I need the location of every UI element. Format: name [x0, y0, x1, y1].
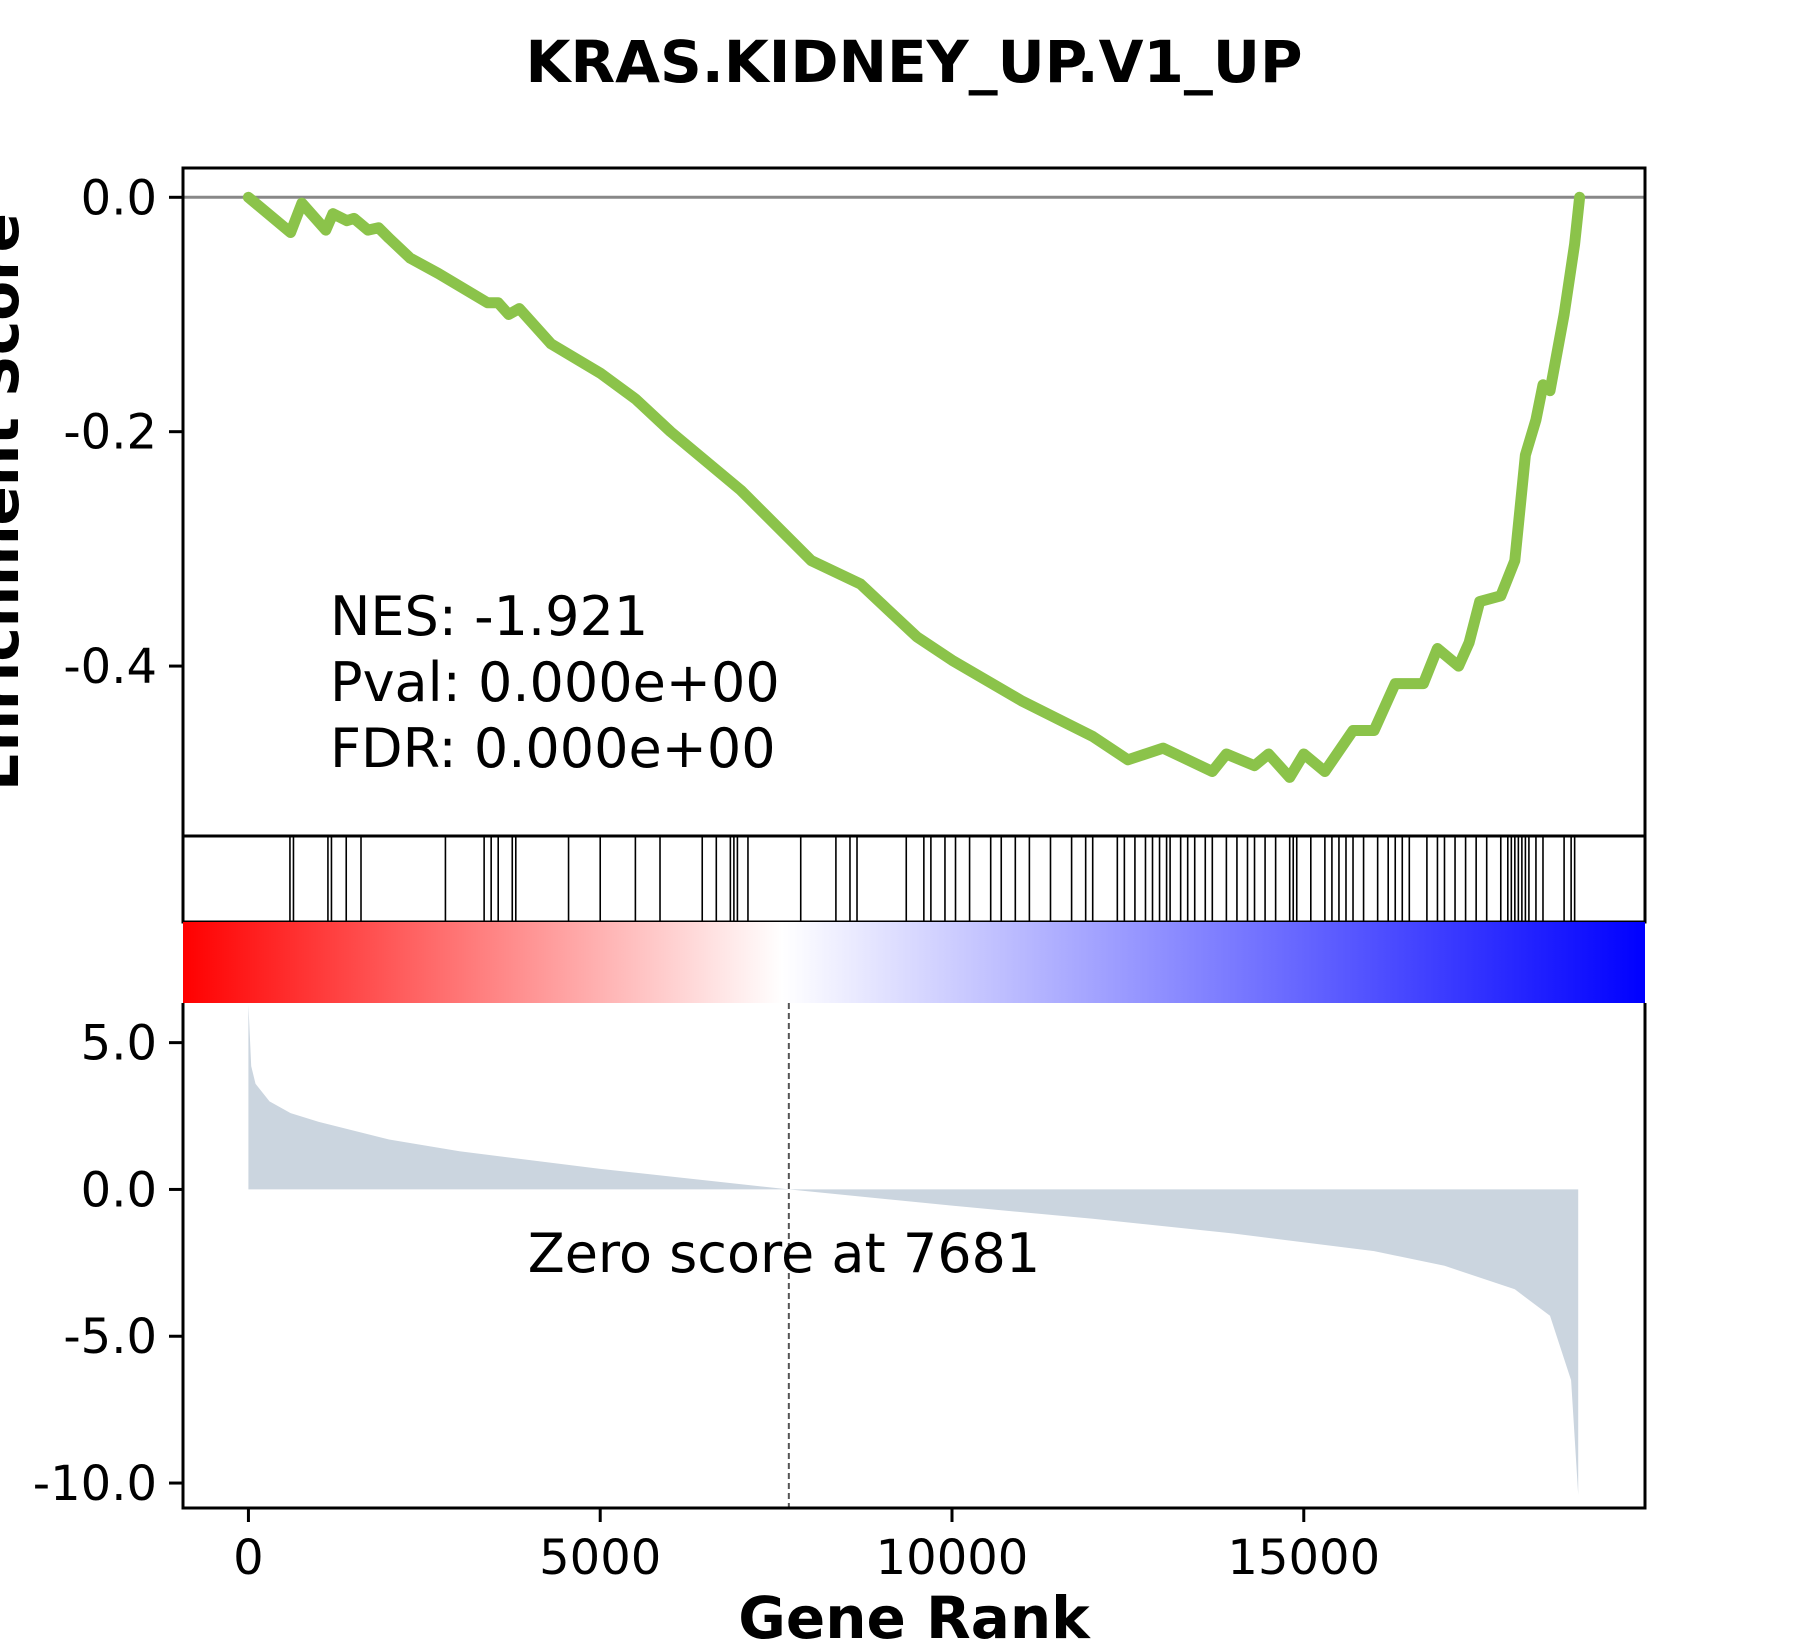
hits-frame: [181, 834, 1647, 924]
x-axis: 0 5000 10000 15000: [233, 1508, 1380, 1586]
enrichment-y-axis: 0.0 -0.2 -0.4: [63, 170, 183, 695]
ranked-metric-y-tick-label: -5.0: [63, 1309, 157, 1365]
enrichment-score-line: [242, 191, 1586, 783]
zero-score-annotation: Zero score at 7681: [528, 1222, 1041, 1285]
x-tick-label: 15000: [1227, 1530, 1380, 1586]
ranked-metric-frame: [181, 1003, 1647, 1510]
x-tick-label: 0: [233, 1530, 264, 1586]
nes-label: NES: -1.921: [330, 585, 648, 648]
pval-label: Pval: 0.000e+00: [330, 651, 780, 714]
ranked-metric-panel: Zero score at 7681 5.0 0.0 -5.0 -10.0: [33, 1003, 1647, 1512]
enrichment-y-axis-label: Enrichment Score: [0, 213, 32, 791]
x-axis-label: Gene Rank: [738, 1584, 1091, 1650]
x-tick-label: 10000: [876, 1530, 1029, 1586]
enrichment-panel: 0.0-0.2-0.4 NES: -1.921 Pval: 0.000e+00 …: [63, 166, 1647, 838]
ranked-metric-y-axis: 5.0 0.0 -5.0 -10.0: [33, 1016, 183, 1512]
fdr-label: FDR: 0.000e+00: [330, 717, 776, 780]
enrichment-y-tick-label: -0.4: [63, 639, 157, 695]
hits-panel: [181, 834, 1647, 924]
enrichment-y-tick-label: -0.2: [63, 405, 157, 461]
ranked-metric-y-tick-label: -10.0: [33, 1456, 157, 1512]
ranked-metric-y-tick-label: 5.0: [81, 1016, 157, 1072]
x-tick-label: 5000: [539, 1530, 661, 1586]
chart-title: KRAS.KIDNEY_UP.V1_UP: [526, 28, 1303, 96]
enrichment-y-tick-label: 0.0: [81, 170, 157, 226]
rank-colorbar: [183, 922, 1645, 1003]
ranked-metric-y-tick-label: 0.0: [81, 1162, 157, 1218]
